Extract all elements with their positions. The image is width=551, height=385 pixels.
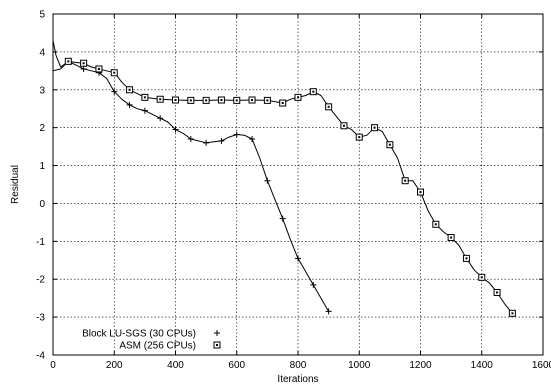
data-point-square-dot — [113, 71, 116, 74]
y-tick-label: 0 — [39, 199, 45, 210]
x-tick-label: 1400 — [471, 360, 494, 371]
data-point-plus — [279, 215, 286, 222]
y-tick-label: -2 — [36, 275, 45, 286]
y-tick-label: 1 — [39, 161, 45, 172]
grid — [53, 14, 543, 355]
data-point-square-dot — [159, 98, 162, 101]
data-point-plus — [111, 88, 118, 95]
data-point-plus — [233, 131, 240, 138]
data-point-plus — [249, 136, 256, 143]
data-point-square-dot — [388, 143, 391, 146]
series-layer — [52, 40, 516, 317]
data-point-plus — [80, 65, 87, 72]
data-point-square-dot — [174, 99, 177, 102]
data-point-plus — [325, 308, 332, 315]
data-point-square-dot — [450, 236, 453, 239]
series-line — [52, 60, 513, 314]
y-tick-label: 5 — [39, 10, 45, 21]
x-tick-label: 1600 — [532, 360, 551, 371]
data-point-plus — [218, 137, 225, 144]
data-point-square-dot — [419, 191, 422, 194]
series-2 — [52, 57, 516, 317]
y-tick-label: 4 — [39, 47, 45, 58]
y-tick-label: 3 — [39, 85, 45, 96]
data-point-square-dot — [496, 291, 499, 294]
data-point-square-dot — [297, 96, 299, 99]
data-point-plus — [295, 255, 301, 262]
x-tick-label: 200 — [106, 360, 123, 371]
series-1 — [52, 40, 332, 315]
legend-label: ASM (256 CPUs) — [119, 341, 196, 352]
x-axis-label: Iterations — [277, 374, 318, 385]
data-point-plus — [157, 115, 164, 122]
series-line — [52, 40, 330, 312]
data-point-square-dot — [281, 102, 284, 105]
data-point-plus — [126, 101, 133, 108]
data-point-square-dot — [251, 99, 254, 102]
data-point-plus — [203, 139, 210, 146]
data-point-square-dot — [404, 179, 407, 182]
x-tick-label: 600 — [228, 360, 245, 371]
x-tick-label: 0 — [50, 360, 56, 371]
data-point-plus — [187, 136, 194, 143]
data-point-square-dot — [342, 124, 345, 127]
x-tick-label: 800 — [290, 360, 307, 371]
data-point-square-dot — [82, 62, 85, 65]
legend: Block LU-SGS (30 CPUs)ASM (256 CPUs) — [82, 329, 221, 352]
y-tick-label: -1 — [36, 237, 45, 248]
x-axis: 0 200 400 600 800 1000 1200 1400 1600 — [50, 14, 551, 371]
data-point-square-dot — [216, 344, 218, 346]
data-point-square-dot — [205, 99, 208, 102]
plot-frame — [52, 13, 544, 356]
data-point-square-dot — [511, 312, 514, 315]
x-tick-label: 400 — [167, 360, 184, 371]
data-point-square-dot — [434, 223, 437, 226]
legend-label: Block LU-SGS (30 CPUs) — [82, 329, 196, 340]
x-tick-label: 1000 — [348, 360, 371, 371]
data-point-plus — [141, 107, 148, 114]
data-point-square-dot — [67, 60, 70, 63]
y-axis-label: Residual — [10, 165, 21, 204]
data-point-square-dot — [480, 276, 483, 279]
y-tick-label: -4 — [36, 351, 45, 362]
data-point-plus — [172, 126, 179, 133]
data-point-square-dot — [235, 99, 238, 102]
data-point-plus — [214, 330, 220, 336]
y-tick-label: -3 — [36, 313, 45, 324]
y-tick-label: 2 — [39, 123, 45, 134]
data-point-square-dot — [266, 99, 269, 102]
data-point-square-dot — [312, 90, 315, 93]
y-axis: -4 -3 -2 -1 0 1 2 3 4 5 — [36, 10, 543, 362]
data-point-plus — [310, 281, 317, 288]
data-point-square-dot — [143, 96, 146, 99]
data-point-square-dot — [327, 105, 330, 108]
data-point-plus — [264, 177, 271, 184]
data-point-square-dot — [97, 67, 100, 70]
data-point-square-dot — [373, 126, 376, 129]
data-point-square-dot — [220, 99, 223, 102]
data-point-square-dot — [189, 99, 192, 102]
x-tick-label: 1200 — [409, 360, 432, 371]
data-point-square-dot — [358, 136, 361, 139]
data-point-square-dot — [465, 257, 468, 260]
data-point-square-dot — [128, 88, 131, 91]
